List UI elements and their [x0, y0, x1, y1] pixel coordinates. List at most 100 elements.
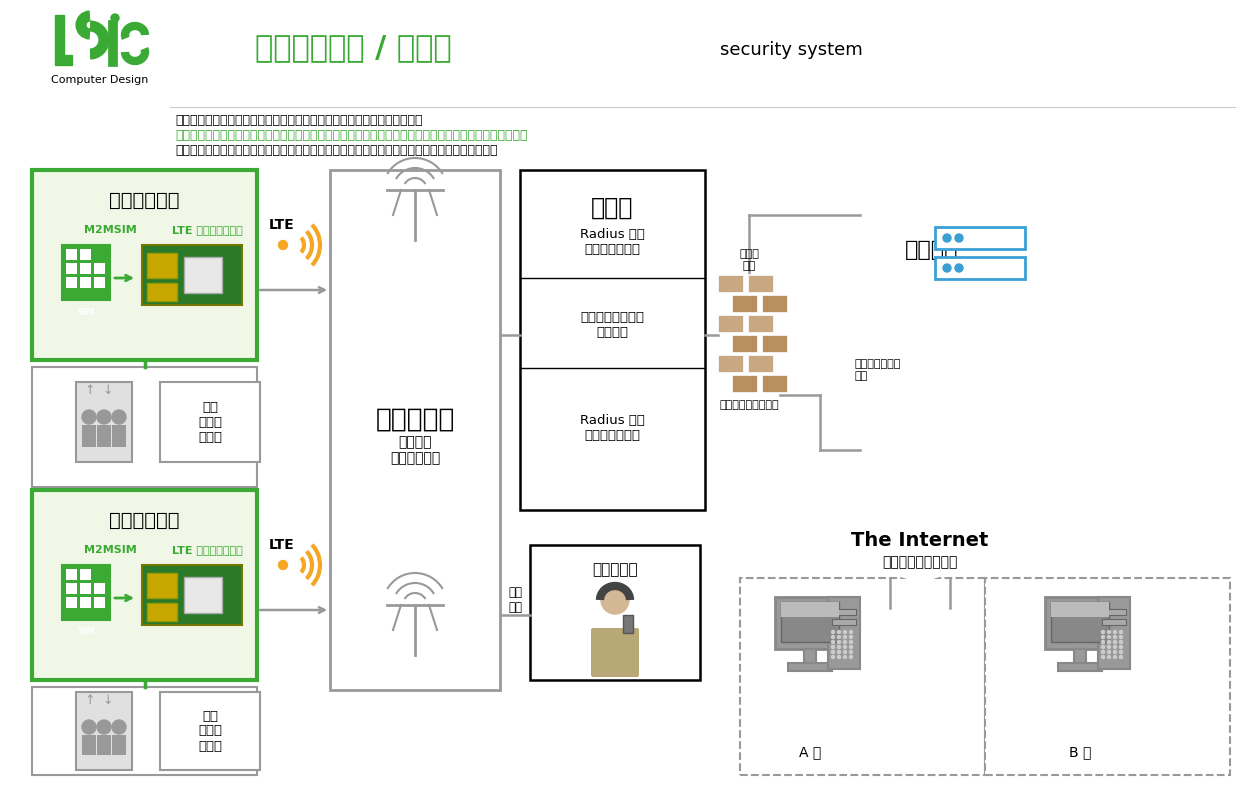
- Text: Radius 認証
プラットホーム: Radius 認証 プラットホーム: [580, 228, 645, 256]
- Bar: [80, 277, 91, 288]
- Bar: [94, 597, 105, 608]
- Bar: [98, 425, 111, 447]
- Bar: [748, 355, 774, 373]
- Circle shape: [838, 641, 840, 644]
- Circle shape: [942, 264, 951, 272]
- Circle shape: [831, 630, 835, 634]
- Circle shape: [831, 645, 835, 649]
- Bar: [781, 602, 839, 617]
- Bar: [66, 249, 78, 260]
- Circle shape: [838, 630, 840, 634]
- Circle shape: [1101, 635, 1105, 638]
- Circle shape: [850, 635, 853, 638]
- Circle shape: [870, 480, 970, 580]
- Circle shape: [831, 650, 835, 653]
- Text: 遠隔監視装置 / 概要図: 遠隔監視装置 / 概要図: [255, 33, 451, 62]
- Circle shape: [850, 656, 853, 659]
- Bar: [732, 335, 758, 353]
- Circle shape: [955, 234, 962, 242]
- Bar: [94, 263, 105, 274]
- Bar: [828, 597, 860, 669]
- Bar: [148, 603, 178, 621]
- Circle shape: [279, 560, 288, 570]
- Bar: [781, 602, 839, 642]
- Circle shape: [1108, 645, 1110, 649]
- Circle shape: [882, 194, 932, 244]
- Text: エレ
ベータ
制御部: エレ ベータ 制御部: [198, 401, 222, 443]
- Bar: [142, 245, 242, 305]
- Circle shape: [112, 410, 126, 424]
- Bar: [775, 597, 845, 649]
- Bar: [80, 583, 91, 594]
- Text: エレ
ベータ
制御部: エレ ベータ 制御部: [198, 709, 222, 753]
- Circle shape: [1114, 656, 1116, 659]
- Text: 図は、「遠隔監視装置」のうち「エレベータ遠隔監視装置」の事例です。: 図は、「遠隔監視装置」のうち「エレベータ遠隔監視装置」の事例です。: [175, 114, 422, 126]
- Bar: [98, 735, 111, 755]
- Circle shape: [838, 650, 840, 653]
- Circle shape: [1101, 641, 1105, 644]
- Bar: [66, 263, 78, 274]
- Bar: [718, 355, 744, 373]
- Circle shape: [1101, 650, 1105, 653]
- Circle shape: [1114, 645, 1116, 649]
- Circle shape: [838, 656, 840, 659]
- Text: security system: security system: [720, 41, 862, 59]
- Circle shape: [98, 410, 111, 424]
- Bar: [1051, 602, 1109, 642]
- Bar: [718, 315, 744, 333]
- Text: 遠隔監視装置: 遠隔監視装置: [109, 190, 180, 209]
- Circle shape: [955, 264, 962, 272]
- Circle shape: [918, 472, 970, 524]
- Bar: [76, 382, 132, 462]
- Bar: [80, 569, 91, 580]
- Bar: [82, 425, 96, 447]
- Circle shape: [1120, 645, 1122, 649]
- Circle shape: [899, 190, 941, 232]
- Text: LTE: LTE: [269, 538, 295, 552]
- Bar: [80, 597, 91, 608]
- Bar: [1102, 619, 1126, 625]
- Bar: [732, 375, 758, 393]
- Bar: [985, 578, 1230, 775]
- Circle shape: [925, 487, 991, 553]
- Bar: [62, 565, 110, 620]
- Circle shape: [896, 468, 944, 516]
- Circle shape: [950, 510, 990, 550]
- Circle shape: [1120, 656, 1122, 659]
- Circle shape: [838, 635, 840, 638]
- Bar: [112, 735, 126, 755]
- Text: LTE: LTE: [269, 218, 295, 232]
- Text: セキュアモバイル
アクセス: セキュアモバイル アクセス: [580, 311, 645, 339]
- Text: 閉域網
接続: 閉域網 接続: [739, 249, 759, 271]
- Circle shape: [1114, 650, 1116, 653]
- Circle shape: [844, 656, 846, 659]
- Bar: [622, 615, 632, 633]
- FancyBboxPatch shape: [591, 628, 639, 677]
- Bar: [732, 295, 758, 313]
- Circle shape: [601, 586, 629, 614]
- Circle shape: [918, 193, 964, 239]
- Bar: [112, 425, 126, 447]
- Circle shape: [111, 14, 119, 22]
- Text: モバイル網: モバイル網: [375, 407, 455, 433]
- Bar: [1074, 649, 1086, 663]
- Bar: [740, 578, 985, 775]
- Text: 直接連絡先: 直接連絡先: [592, 562, 638, 577]
- Circle shape: [82, 720, 96, 734]
- Bar: [142, 565, 242, 625]
- Bar: [66, 597, 78, 608]
- Bar: [94, 277, 105, 288]
- Bar: [66, 583, 78, 594]
- Bar: [748, 315, 774, 333]
- Text: M2MSIM: M2MSIM: [84, 545, 136, 555]
- Bar: [1045, 597, 1115, 649]
- Text: 閉域網: 閉域網: [591, 196, 634, 220]
- Circle shape: [878, 203, 963, 287]
- Circle shape: [112, 720, 126, 734]
- Circle shape: [98, 720, 111, 734]
- Bar: [32, 687, 258, 775]
- Circle shape: [922, 207, 981, 266]
- Circle shape: [1108, 650, 1110, 653]
- Bar: [62, 245, 110, 300]
- Circle shape: [279, 240, 288, 250]
